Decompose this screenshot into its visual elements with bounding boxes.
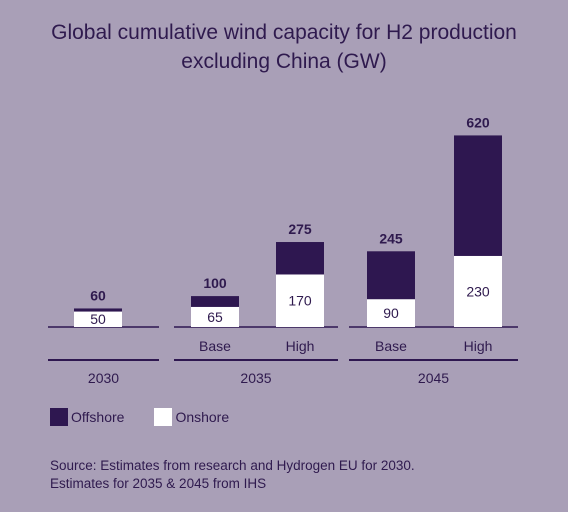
stacked-bar-chart: 2030 50 60 2035 65 100 Base 170 275 High 2045 90 245… — [48, 114, 518, 386]
group-label-2035: 2035 — [240, 370, 271, 386]
value-total-2035-base: 100 — [203, 275, 227, 291]
value-onshore-2045-base: 90 — [383, 305, 399, 321]
bar-onshore-2045-high — [454, 255, 502, 327]
legend-swatch-onshore — [154, 408, 173, 426]
chart-title-line-1: Global cumulative wind capacity for H2 p… — [51, 21, 517, 44]
value-onshore-2035-high: 170 — [288, 293, 312, 309]
bar-label-2045-high: High — [464, 338, 493, 354]
value-onshore-2035-base: 65 — [207, 309, 223, 325]
bar-label-2035-high: High — [286, 338, 315, 354]
value-onshore-2030: 50 — [90, 311, 106, 327]
bar-offshore-2035-base — [191, 296, 239, 307]
bar-label-2035-base: Base — [199, 338, 231, 354]
bar-offshore-2045-base — [367, 251, 415, 300]
source-line-1: Source: Estimates from research and Hydr… — [50, 458, 415, 473]
source-line-2: Estimates for 2035 & 2045 from IHS — [50, 476, 267, 491]
group-label-2045: 2045 — [418, 370, 449, 386]
value-total-2035-high: 275 — [288, 221, 312, 237]
bar-onshore-2045-base — [367, 299, 415, 327]
group-label-2030: 2030 — [88, 370, 119, 386]
value-total-2045-high: 620 — [466, 114, 490, 130]
chart-title-line-2: excluding China (GW) — [181, 50, 387, 73]
value-onshore-2045-high: 230 — [466, 283, 490, 299]
legend-item-offshore: Offshore — [50, 408, 124, 426]
value-total-2045-base: 245 — [379, 230, 403, 246]
legend-label-offshore: Offshore — [71, 409, 125, 425]
chart-legend: Offshore Onshore — [50, 408, 259, 426]
legend-swatch-offshore — [50, 408, 68, 426]
legend-item-onshore: Onshore — [154, 408, 229, 426]
bar-label-2045-base: Base — [375, 338, 407, 354]
bar-offshore-2035-high — [276, 242, 324, 275]
chart-title: Global cumulative wind capacity for H2 p… — [0, 18, 568, 76]
bar-onshore-2035-base — [191, 306, 239, 327]
value-total-2030: 60 — [90, 287, 106, 303]
legend-label-onshore: Onshore — [175, 409, 230, 425]
bar-onshore-2030 — [74, 311, 122, 327]
bar-offshore-2045-high — [454, 135, 502, 256]
source-note: Source: Estimates from research and Hydr… — [50, 457, 550, 493]
bar-offshore-2030 — [74, 308, 122, 312]
bar-onshore-2035-high — [276, 274, 324, 327]
